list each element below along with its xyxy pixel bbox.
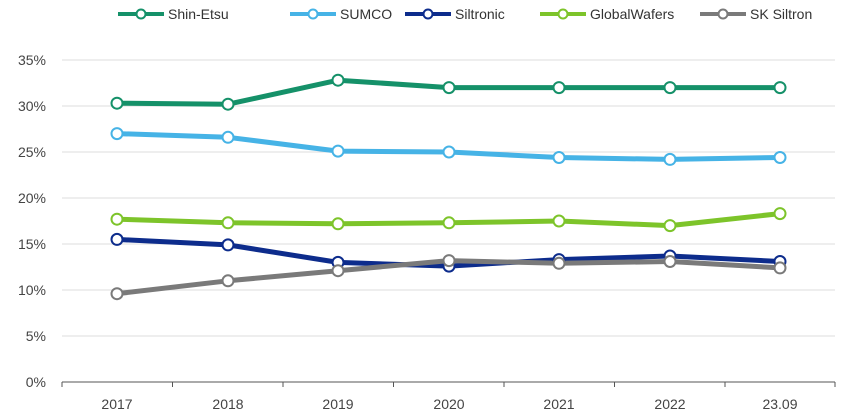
data-point: [773, 207, 787, 221]
data-point: [773, 151, 787, 164]
data-point: [221, 274, 235, 288]
y-tick-label: 20%: [18, 190, 46, 206]
legend-swatch-marker: [307, 8, 319, 20]
data-point: [331, 144, 345, 158]
x-tick-label: 2018: [212, 396, 243, 412]
legend-label: Siltronic: [455, 6, 505, 22]
data-point: [110, 232, 124, 246]
data-point: [663, 152, 677, 166]
legend-item-globalwafers: GlobalWafers: [540, 6, 674, 22]
data-point: [442, 254, 456, 268]
data-point: [552, 81, 566, 95]
data-point: [442, 216, 456, 230]
data-point: [773, 81, 787, 95]
data-point: [663, 219, 677, 233]
y-tick-label: 30%: [18, 98, 46, 114]
y-tick-label: 25%: [18, 144, 46, 160]
legend-swatch-marker: [422, 8, 434, 20]
legend-item-siltronic: Siltronic: [405, 6, 505, 22]
data-point: [331, 73, 345, 87]
legend-item-sk-siltron: SK Siltron: [700, 6, 812, 22]
data-point: [110, 287, 124, 301]
data-point: [552, 214, 566, 228]
legend-swatch-marker: [135, 8, 147, 20]
legend: Shin-Etsu SUMCO Siltronic GlobalWafers SK Si…: [118, 6, 812, 22]
data-point: [110, 127, 124, 141]
data-point: [331, 217, 345, 231]
legend-swatch-marker: [717, 8, 729, 20]
data-point: [552, 256, 566, 270]
x-tick-label: 2017: [101, 396, 132, 412]
data-point: [663, 255, 677, 268]
data-point: [773, 261, 787, 275]
data-point: [110, 96, 124, 110]
y-tick-label: 15%: [18, 236, 46, 252]
y-tick-label: 0%: [26, 374, 46, 390]
legend-label: SUMCO: [340, 6, 392, 22]
data-point: [552, 151, 566, 164]
data-point: [331, 264, 345, 278]
x-tick-label: 2021: [543, 396, 574, 412]
y-tick-label: 5%: [26, 328, 46, 344]
x-tick-label: 2019: [322, 396, 353, 412]
legend-item-sumco: SUMCO: [290, 6, 392, 22]
data-point: [442, 81, 456, 95]
data-point: [663, 81, 677, 95]
legend-label: Shin-Etsu: [168, 6, 229, 22]
x-tick-label: 2022: [654, 396, 685, 412]
series-lines: [110, 73, 787, 301]
y-tick-label: 10%: [18, 282, 46, 298]
data-point: [442, 145, 456, 159]
data-point: [110, 212, 124, 226]
legend-label: GlobalWafers: [590, 6, 674, 22]
legend-label: SK Siltron: [750, 6, 812, 22]
x-tick-label: 23.09: [762, 396, 797, 412]
legend-item-shin-etsu: Shin-Etsu: [118, 6, 229, 22]
axes: 0% 5% 10% 15% 20% 25% 30% 35% 2017 2018 2019 2020 20…: [18, 52, 836, 412]
legend-swatch-marker: [557, 8, 569, 20]
data-point: [221, 130, 235, 144]
y-tick-label: 35%: [18, 52, 46, 68]
data-point: [221, 216, 235, 230]
data-point: [221, 238, 235, 252]
x-tick-label: 2020: [433, 396, 464, 412]
data-point: [221, 97, 235, 111]
